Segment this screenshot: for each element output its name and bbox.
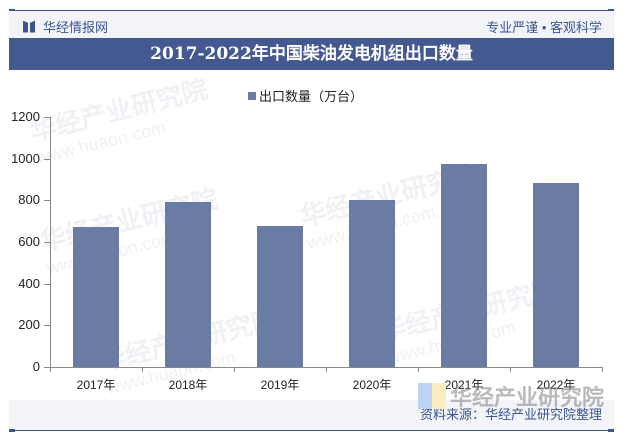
x-tick-label: 2017年 xyxy=(76,378,116,392)
footer-band: 资料来源：华经产业研究院整理 xyxy=(9,400,614,430)
y-tick xyxy=(44,283,50,285)
x-tick xyxy=(418,367,419,372)
y-tick-label: 400 xyxy=(18,275,40,291)
bottom-rule xyxy=(9,429,614,432)
y-tick xyxy=(44,117,50,118)
y-tick-label: 1200 xyxy=(11,109,40,124)
brand: 华经情报网 xyxy=(23,17,108,36)
x-tick-label: 2018年 xyxy=(168,378,208,392)
bar-2018年 xyxy=(165,202,211,367)
header-band: 华经情报网 专业严谨 • 客观科学 xyxy=(9,11,614,38)
chart-title: 2017-2022年中国柴油发电机组出口数量 xyxy=(9,38,614,70)
slogan: 专业严谨 • 客观科学 xyxy=(486,20,602,35)
y-tick xyxy=(44,200,50,202)
bar-2020年 xyxy=(349,199,395,367)
legend-swatch xyxy=(248,91,256,100)
x-tick xyxy=(602,367,603,372)
x-tick xyxy=(50,367,51,372)
y-tick xyxy=(44,325,50,327)
source-note: 资料来源：华经产业研究院整理 xyxy=(419,407,602,422)
brand-name: 华经情报网 xyxy=(43,20,109,35)
x-tick xyxy=(510,367,511,372)
bar-2017年 xyxy=(73,227,119,367)
x-tick xyxy=(142,367,143,372)
logo-watermark: 华经产业研究院 xyxy=(418,380,604,412)
legend-label: 出口数量（万台） xyxy=(259,89,364,104)
logo-block-yellow xyxy=(432,383,446,409)
bar-2019年 xyxy=(257,225,303,367)
y-tick-label: 600 xyxy=(18,234,40,249)
logo-text: 华经产业研究院 xyxy=(450,385,605,410)
book-logo-icon xyxy=(23,21,35,33)
y-axis xyxy=(50,117,51,368)
y-tick-label: 0 xyxy=(32,359,40,374)
y-tick xyxy=(44,158,50,160)
top-rule xyxy=(9,9,614,12)
x-tick-label: 2019年 xyxy=(260,378,300,392)
y-tick-label: 200 xyxy=(18,317,40,333)
y-tick-label: 1000 xyxy=(11,150,40,166)
bar-2022年 xyxy=(533,183,579,367)
logo-block-blue xyxy=(418,383,432,409)
y-tick xyxy=(44,367,50,368)
x-tick-label: 2022年 xyxy=(536,378,576,392)
x-tick xyxy=(326,367,327,372)
y-tick xyxy=(44,242,50,243)
y-tick-label: 800 xyxy=(18,192,40,208)
legend: 出口数量（万台） xyxy=(248,86,363,105)
x-tick-label: 2021年 xyxy=(444,378,484,392)
bar-2021年 xyxy=(441,163,487,367)
x-tick-label: 2020年 xyxy=(352,378,392,392)
x-tick xyxy=(234,367,235,372)
